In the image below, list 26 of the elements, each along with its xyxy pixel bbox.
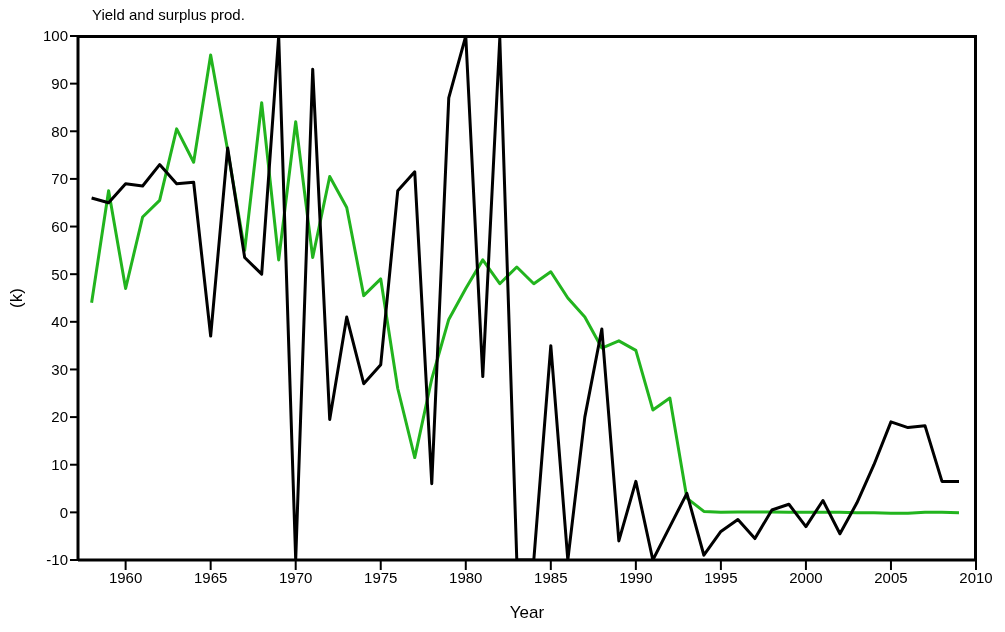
y-tick-label: 80 — [51, 122, 68, 140]
y-tick-label: 30 — [51, 360, 68, 378]
x-tick-label: 1990 — [619, 568, 653, 586]
x-tick-label: 1960 — [108, 568, 143, 586]
x-tick-label: 2000 — [789, 568, 823, 586]
x-tick-label: 1995 — [704, 568, 738, 586]
chart-title: Yield and surplus prod. — [92, 6, 245, 23]
y-axis-title: (k) — [7, 288, 27, 308]
y-tick-label: 50 — [51, 265, 68, 283]
x-tick-label: 2005 — [874, 568, 908, 586]
x-tick-label: 1975 — [364, 568, 398, 586]
x-tick-label: 2010 — [959, 568, 993, 586]
y-tick-label: 90 — [51, 74, 68, 92]
x-tick-label: 1970 — [279, 568, 313, 586]
y-tick-label: 10 — [51, 456, 68, 474]
x-tick-label: 1980 — [449, 568, 483, 586]
y-tick-label: -10 — [46, 551, 68, 569]
x-tick-label: 1985 — [534, 568, 568, 586]
y-tick-label: 0 — [59, 503, 68, 521]
y-tick-label: 40 — [51, 313, 68, 331]
x-axis-title: Year — [509, 603, 545, 622]
y-tick-label: 100 — [42, 27, 68, 45]
y-tick-label: 70 — [51, 170, 68, 188]
y-tick-label: 20 — [51, 408, 68, 426]
x-tick-label: 1965 — [193, 568, 228, 586]
y-tick-label: 60 — [51, 217, 68, 235]
